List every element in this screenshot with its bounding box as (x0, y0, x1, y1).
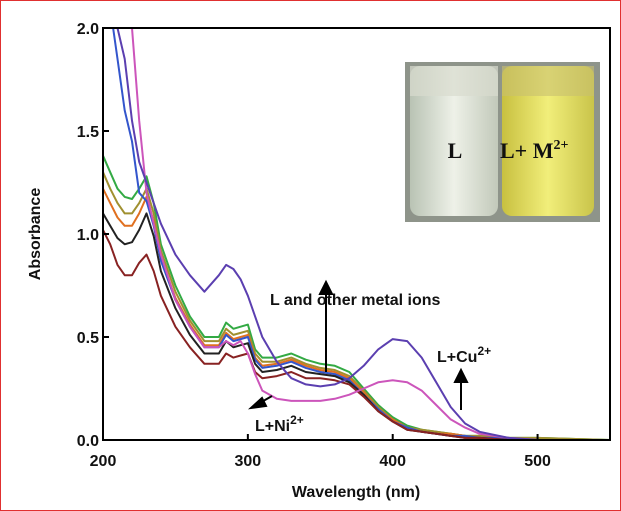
inset-label: L+ M2+ (500, 138, 568, 163)
series-line (116, 28, 610, 440)
y-tick-label: 0.0 (77, 433, 99, 450)
y-tick-label: 1.5 (77, 124, 99, 141)
y-tick-label: 2.0 (77, 21, 99, 38)
annotation-text: L+Cu (437, 349, 477, 366)
x-axis-label: Wavelength (nm) (292, 484, 420, 501)
y-tick-label: 1.0 (77, 227, 99, 244)
annotation-text: L+Ni (255, 418, 290, 435)
y-axis-label: Absorbance (27, 188, 44, 281)
annotation-sup: 2+ (290, 413, 304, 427)
y-tick-label: 0.5 (77, 330, 99, 347)
series-line (103, 229, 610, 440)
annotation-sup: 2+ (477, 344, 491, 358)
arrows (247, 279, 469, 410)
annotation: L+Ni2+ (255, 413, 304, 435)
inset-photo (405, 62, 600, 222)
inset-label: L (448, 138, 463, 163)
annotation: L+Cu2+ (437, 344, 491, 366)
annotation: L and other metal ions (270, 292, 441, 309)
x-tick-label: 500 (524, 453, 551, 470)
x-tick-label: 200 (90, 453, 117, 470)
x-tick-label: 400 (379, 453, 406, 470)
x-tick-label: 300 (235, 453, 262, 470)
inset-label-text: L+ M (500, 138, 554, 163)
inset-label-sup: 2+ (553, 138, 568, 153)
series-line (130, 28, 610, 440)
